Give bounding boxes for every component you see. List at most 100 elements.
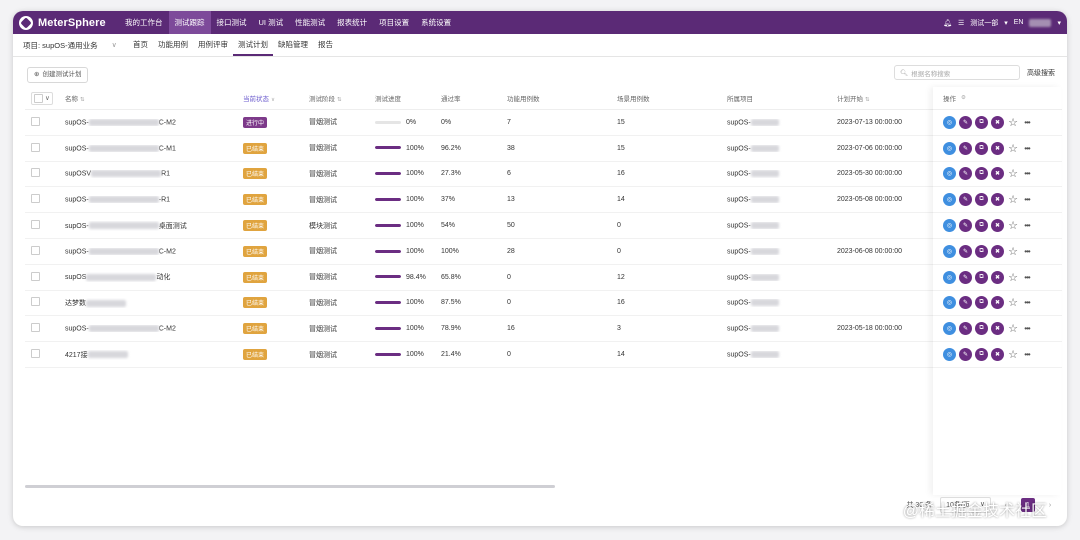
- more-icon[interactable]: •••: [1024, 143, 1030, 153]
- copy-icon[interactable]: ⧉: [975, 348, 988, 362]
- more-icon[interactable]: •••: [1024, 221, 1030, 231]
- sort-icon[interactable]: ⇅: [337, 97, 342, 103]
- column-header-2[interactable]: 测试阶段 ⇅: [309, 93, 375, 103]
- row-checkbox[interactable]: [31, 271, 40, 281]
- run-icon[interactable]: ◎: [943, 270, 956, 284]
- table-row[interactable]: 4217接 已结束 冒烟测试 100% 21.4% 0 14 supOS- ◎ ✎ ⧉ ✖ ☆ •••: [25, 342, 1062, 368]
- subnav-tab-1[interactable]: 功能用例: [158, 40, 188, 49]
- edit-icon[interactable]: ✎: [959, 115, 972, 129]
- plan-name[interactable]: supOS- C-M1: [65, 144, 243, 152]
- settings-icon[interactable]: ⚙: [961, 95, 966, 101]
- nav-item-1[interactable]: 测试跟踪: [168, 11, 211, 34]
- workspace-selector[interactable]: 测试一部: [970, 19, 999, 27]
- row-checkbox[interactable]: [31, 142, 40, 152]
- run-icon[interactable]: ◎: [943, 167, 956, 181]
- star-icon[interactable]: ☆: [1008, 349, 1018, 362]
- copy-icon[interactable]: ⧉: [975, 193, 988, 207]
- edit-icon[interactable]: ✎: [959, 348, 972, 362]
- run-icon[interactable]: ◎: [943, 115, 956, 129]
- star-icon[interactable]: ☆: [1008, 297, 1018, 310]
- copy-icon[interactable]: ⧉: [975, 167, 988, 181]
- star-icon[interactable]: ☆: [1008, 116, 1018, 129]
- table-row[interactable]: supOS- C-M2 已结束 冒烟测试 100% 100% 28 0 supOS- 2023-0…: [25, 239, 1062, 265]
- delete-icon[interactable]: ✖: [991, 141, 1004, 155]
- plan-name[interactable]: supOS- 桌面测试: [65, 221, 243, 231]
- page-size-select[interactable]: 10条/页 ∨: [940, 497, 991, 513]
- chevron-down-icon[interactable]: ∨: [111, 42, 117, 49]
- select-all-checkbox[interactable]: [34, 93, 43, 103]
- prev-page-button[interactable]: ‹: [1004, 501, 1008, 509]
- more-icon[interactable]: •••: [1024, 195, 1030, 205]
- filter-icon[interactable]: ∨: [271, 97, 276, 103]
- table-row[interactable]: supOS- C-M2 已结束 冒烟测试 100% 78.9% 16 3 supOS- 2023-…: [25, 316, 1062, 343]
- page-button-current[interactable]: 1: [1021, 498, 1035, 512]
- plan-name[interactable]: supOS- C-M2: [65, 118, 243, 126]
- table-row[interactable]: supOS- C-M2 进行中 冒烟测试 0% 0% 7 15 supOS- 2023-07-13…: [25, 110, 1062, 136]
- more-icon[interactable]: •••: [1024, 246, 1030, 256]
- nav-item-0[interactable]: 我的工作台: [125, 18, 163, 27]
- sort-icon[interactable]: ⇅: [80, 97, 85, 103]
- edit-icon[interactable]: ✎: [959, 193, 972, 207]
- star-icon[interactable]: ☆: [1008, 271, 1018, 284]
- column-header-8[interactable]: 计划开始 ⇅: [837, 93, 937, 103]
- language-selector[interactable]: EN: [1013, 19, 1024, 26]
- nav-item-5[interactable]: 报表统计: [337, 18, 368, 27]
- subnav-tab-5[interactable]: 报告: [318, 40, 333, 49]
- bell-icon[interactable]: 🔔︎: [943, 19, 952, 27]
- run-icon[interactable]: ◎: [943, 193, 956, 207]
- copy-icon[interactable]: ⧉: [975, 115, 988, 129]
- edit-icon[interactable]: ✎: [959, 219, 972, 233]
- edit-icon[interactable]: ✎: [959, 167, 972, 181]
- run-icon[interactable]: ◎: [943, 296, 956, 310]
- plan-name[interactable]: supOS- C-M2: [65, 325, 243, 332]
- delete-icon[interactable]: ✖: [991, 322, 1004, 336]
- table-row[interactable]: supOS- 桌面测试 已结束 模块测试 100% 54% 50 0 supOS- ◎ ✎ ⧉ ✖ ☆ ••…: [25, 213, 1062, 239]
- select-all-dropdown[interactable]: ∨: [31, 91, 53, 105]
- column-header-1[interactable]: 当前状态 ∨: [243, 93, 309, 103]
- sort-icon[interactable]: ⇅: [865, 97, 870, 103]
- more-icon[interactable]: •••: [1024, 272, 1030, 282]
- more-icon[interactable]: •••: [1024, 298, 1030, 308]
- run-icon[interactable]: ◎: [943, 141, 956, 155]
- edit-icon[interactable]: ✎: [959, 322, 972, 336]
- subnav-tab-3[interactable]: 测试计划: [233, 34, 273, 56]
- delete-icon[interactable]: ✖: [991, 167, 1004, 181]
- edit-icon[interactable]: ✎: [959, 270, 972, 284]
- more-icon[interactable]: •••: [1024, 350, 1030, 360]
- run-icon[interactable]: ◎: [943, 219, 956, 233]
- column-header-0[interactable]: 名称 ⇅: [65, 93, 243, 103]
- row-checkbox[interactable]: [31, 116, 40, 126]
- delete-icon[interactable]: ✖: [991, 115, 1004, 129]
- row-checkbox[interactable]: [31, 220, 40, 230]
- copy-icon[interactable]: ⧉: [975, 270, 988, 284]
- star-icon[interactable]: ☆: [1008, 220, 1018, 233]
- nav-item-7[interactable]: 系统设置: [421, 18, 452, 27]
- star-icon[interactable]: ☆: [1008, 168, 1018, 181]
- nav-item-2[interactable]: 接口测试: [216, 18, 247, 27]
- row-checkbox[interactable]: [31, 297, 40, 307]
- project-selector[interactable]: 项目: supOS-通用业务 ∨: [13, 40, 128, 51]
- create-test-plan-button[interactable]: ⊕ 创建测试计划: [27, 67, 89, 83]
- user-name-blurred[interactable]: [1029, 18, 1052, 27]
- plan-name[interactable]: supOS 动化: [65, 272, 243, 282]
- plan-name[interactable]: 达梦数: [65, 298, 243, 308]
- row-checkbox[interactable]: [31, 194, 40, 204]
- star-icon[interactable]: ☆: [1008, 194, 1018, 207]
- delete-icon[interactable]: ✖: [991, 348, 1004, 362]
- run-icon[interactable]: ◎: [943, 322, 956, 336]
- delete-icon[interactable]: ✖: [991, 244, 1004, 258]
- more-icon[interactable]: •••: [1024, 324, 1030, 334]
- plan-name[interactable]: supOS- -R1: [65, 196, 243, 203]
- row-checkbox[interactable]: [31, 168, 40, 178]
- plan-name[interactable]: 4217接: [65, 350, 243, 360]
- copy-icon[interactable]: ⧉: [975, 219, 988, 233]
- subnav-tab-4[interactable]: 缺陷管理: [278, 40, 308, 49]
- delete-icon[interactable]: ✖: [991, 270, 1004, 284]
- copy-icon[interactable]: ⧉: [975, 244, 988, 258]
- run-icon[interactable]: ◎: [943, 244, 956, 258]
- row-checkbox[interactable]: [31, 323, 40, 333]
- table-row[interactable]: supOS- -R1 已结束 冒烟测试 100% 37% 13 14 supOS- 2023-05…: [25, 187, 1062, 214]
- table-row[interactable]: supOSV R1 已结束 冒烟测试 100% 27.3% 6 16 supOS- 2023-05…: [25, 162, 1062, 188]
- table-row[interactable]: supOS 动化 已结束 冒烟测试 98.4% 65.8% 0 12 supOS- ◎ ✎ ⧉ ✖ ☆ ••…: [25, 265, 1062, 291]
- user-menu-chevron-icon[interactable]: ▾: [1057, 19, 1061, 27]
